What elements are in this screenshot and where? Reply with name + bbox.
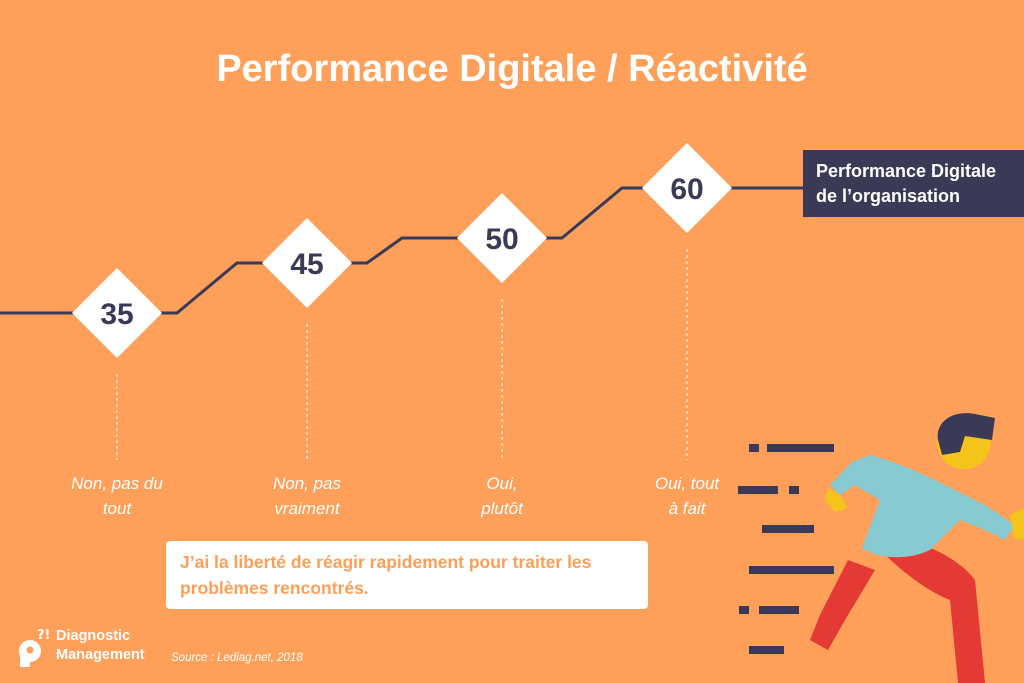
- brand-icon: ?!: [19, 628, 50, 667]
- category-label-3: Oui, plutôt: [481, 474, 523, 518]
- legend-line-1: Performance Digitale: [816, 161, 997, 181]
- question-box: J’ai la liberté de réagir rapidement pou…: [166, 541, 648, 609]
- running-man-icon: [738, 413, 1024, 683]
- data-point-marker: [642, 143, 732, 233]
- data-point-marker: [262, 218, 352, 308]
- data-value-label: 35: [100, 298, 133, 331]
- brand-line-1: Diagnostic: [56, 628, 131, 644]
- brand-line-2: Management: [56, 647, 145, 663]
- data-point-marker: [457, 193, 547, 283]
- data-value-label: 50: [485, 223, 518, 256]
- svg-text:?!: ?!: [37, 628, 50, 643]
- question-line-1: J’ai la liberté de réagir rapidement pou…: [180, 552, 592, 572]
- category-label-4: Oui, tout à fait: [654, 474, 720, 518]
- data-value-label: 60: [670, 173, 703, 206]
- data-point-marker: [72, 268, 162, 358]
- source-note: Source : Lediag.net, 2018: [171, 652, 303, 664]
- question-line-2: problèmes rencontrés.: [180, 578, 369, 598]
- series-legend: Performance Digitale de l’organisation: [803, 150, 1024, 217]
- data-value-label: 45: [290, 248, 323, 281]
- chart-title: Performance Digitale / Réactivité: [216, 48, 808, 90]
- category-label-1: Non, pas du tout: [71, 474, 163, 518]
- legend-line-2: de l’organisation: [816, 186, 961, 206]
- category-label-2: Non, pas vraiment: [272, 474, 342, 518]
